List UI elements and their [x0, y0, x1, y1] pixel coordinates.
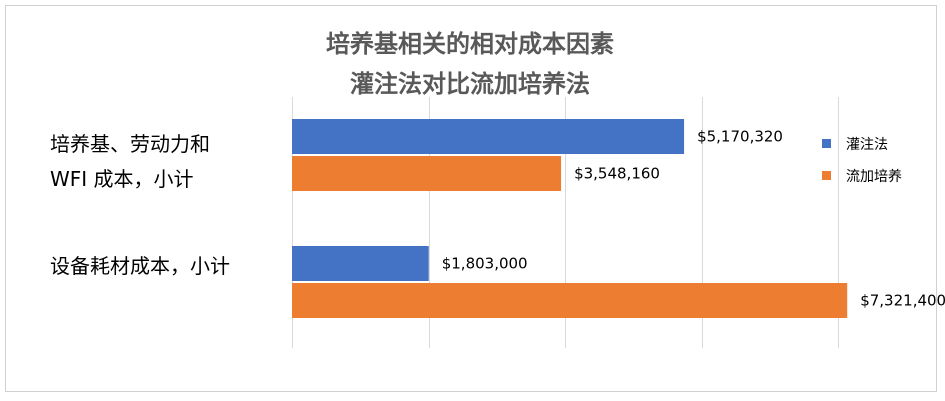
- data-label: $1,803,000: [442, 255, 528, 273]
- legend-label-fedbatch: 流加培养: [846, 169, 902, 185]
- data-label: $3,548,160: [574, 165, 660, 183]
- chart-title-line-2: 灌注法对比流加培养法: [350, 70, 590, 98]
- bar-perfusion: [292, 246, 429, 281]
- data-label: $7,321,400: [860, 292, 945, 310]
- category-label: 培养基、劳动力和: [50, 132, 210, 156]
- chart-title-line-1: 培养基相关的相对成本因素: [326, 30, 614, 58]
- chart-frame: [5, 5, 937, 392]
- bar-fedbatch: [292, 156, 562, 191]
- category-label: 设备耗材成本，小计: [50, 254, 230, 278]
- category-label: WFI 成本，小计: [50, 167, 194, 191]
- bars: $5,170,320 $1,803,000 $3,548,160 $7,321,400: [292, 119, 945, 318]
- bar-perfusion: [292, 119, 685, 154]
- data-label: $5,170,320: [697, 128, 783, 146]
- legend-label-perfusion: 灌注法: [846, 137, 888, 153]
- legend-swatch-fedbatch: [822, 171, 831, 180]
- bar-fedbatch: [292, 283, 848, 318]
- legend-swatch-perfusion: [822, 139, 831, 148]
